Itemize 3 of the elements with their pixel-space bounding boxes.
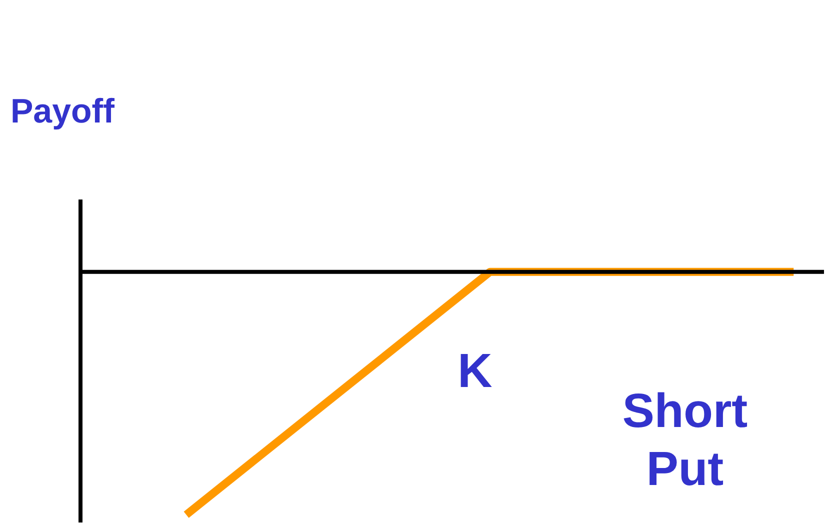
- annotation: Short Put: [622, 385, 748, 496]
- y-axis-title: Payoff: [10, 92, 116, 130]
- annotation: K: [458, 345, 493, 398]
